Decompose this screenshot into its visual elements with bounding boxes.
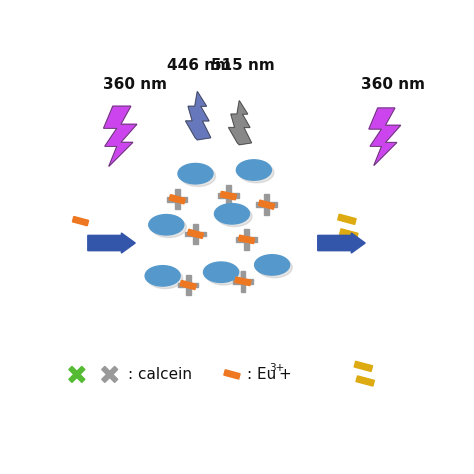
Polygon shape <box>233 279 253 284</box>
Text: : calcein: : calcein <box>128 367 192 382</box>
Polygon shape <box>339 229 358 239</box>
Polygon shape <box>193 224 198 244</box>
Ellipse shape <box>203 262 238 283</box>
Ellipse shape <box>149 215 184 235</box>
Polygon shape <box>338 214 356 224</box>
Polygon shape <box>258 200 275 210</box>
Polygon shape <box>354 361 373 372</box>
Ellipse shape <box>237 160 272 180</box>
Text: 515 nm: 515 nm <box>211 58 275 73</box>
Text: +: + <box>278 367 291 382</box>
Polygon shape <box>356 376 374 386</box>
Ellipse shape <box>178 164 213 184</box>
Polygon shape <box>256 202 277 207</box>
Polygon shape <box>185 231 206 236</box>
Polygon shape <box>238 235 255 244</box>
Polygon shape <box>226 185 231 206</box>
Polygon shape <box>185 91 211 140</box>
Polygon shape <box>180 280 196 290</box>
Polygon shape <box>244 229 249 250</box>
Polygon shape <box>69 366 85 383</box>
Polygon shape <box>104 106 137 166</box>
Ellipse shape <box>181 166 216 186</box>
Polygon shape <box>264 194 269 215</box>
Polygon shape <box>220 191 237 200</box>
Polygon shape <box>187 229 204 238</box>
Ellipse shape <box>148 268 182 289</box>
Ellipse shape <box>217 206 252 227</box>
Polygon shape <box>369 108 401 165</box>
Ellipse shape <box>214 204 249 224</box>
Text: 446 nm: 446 nm <box>167 58 231 73</box>
Text: 360 nm: 360 nm <box>103 77 167 91</box>
Ellipse shape <box>145 265 180 286</box>
Polygon shape <box>69 366 85 383</box>
Ellipse shape <box>255 255 290 275</box>
Polygon shape <box>235 277 251 286</box>
Ellipse shape <box>206 264 241 285</box>
Polygon shape <box>102 366 118 383</box>
FancyArrow shape <box>318 233 365 253</box>
Text: : Eu: : Eu <box>246 367 276 382</box>
Polygon shape <box>169 195 185 204</box>
Polygon shape <box>167 197 187 201</box>
Polygon shape <box>73 217 89 226</box>
Polygon shape <box>218 193 238 198</box>
Polygon shape <box>240 271 246 292</box>
Ellipse shape <box>151 217 186 237</box>
Polygon shape <box>237 237 257 242</box>
FancyArrow shape <box>88 233 135 253</box>
Polygon shape <box>224 370 240 379</box>
Text: 3+: 3+ <box>269 363 284 373</box>
Polygon shape <box>228 100 252 145</box>
Polygon shape <box>186 275 191 295</box>
Ellipse shape <box>239 163 274 183</box>
Polygon shape <box>175 189 180 210</box>
Text: 360 nm: 360 nm <box>361 77 425 91</box>
Polygon shape <box>102 366 118 383</box>
Ellipse shape <box>257 257 292 278</box>
Polygon shape <box>178 283 199 287</box>
